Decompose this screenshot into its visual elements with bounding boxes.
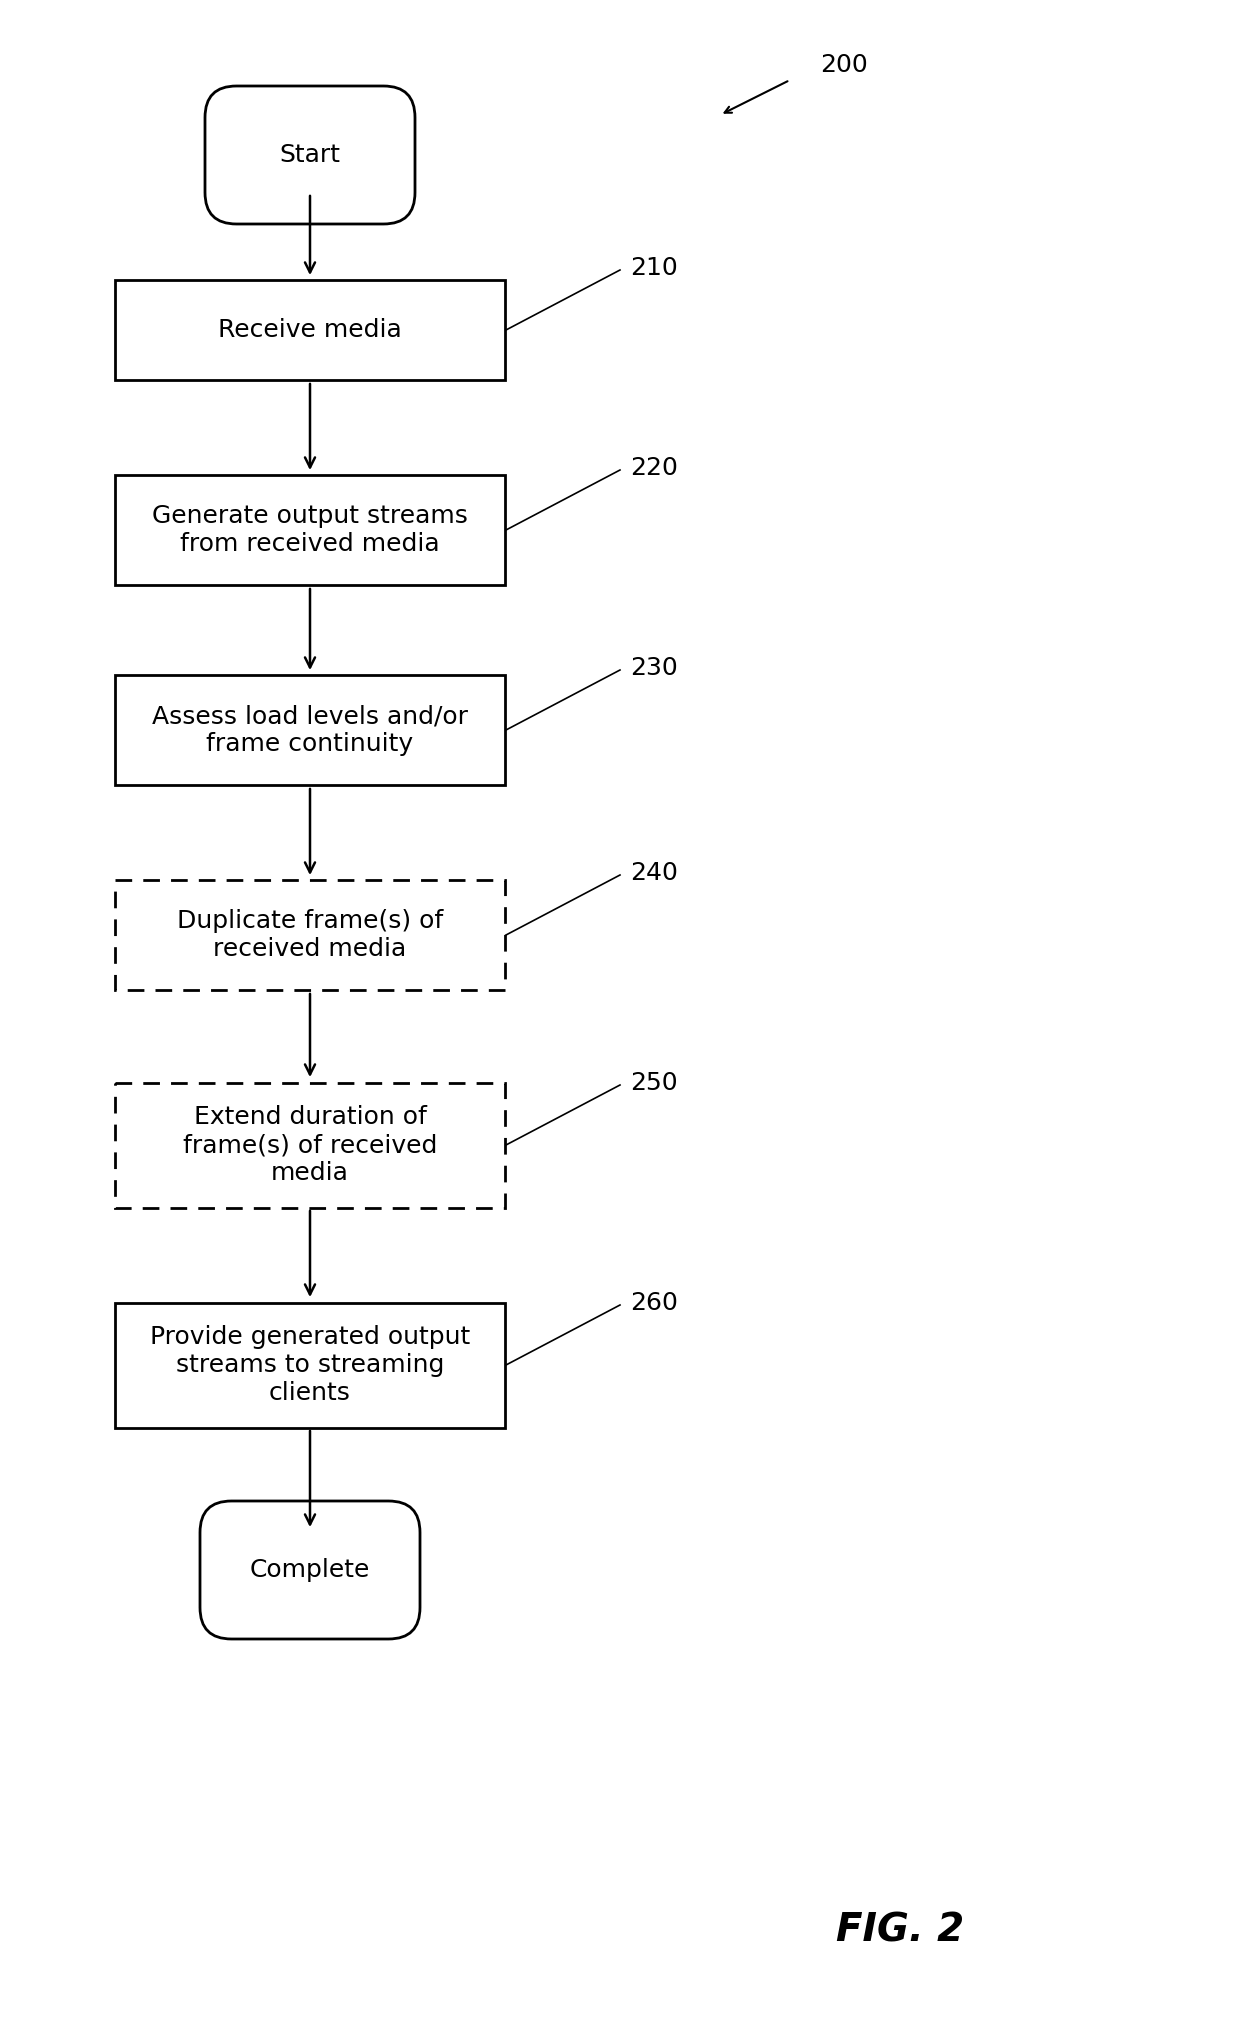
Bar [115, 279, 505, 379]
Text: 260: 260 [630, 1290, 678, 1315]
Bar [115, 675, 505, 785]
Text: 230: 230 [630, 656, 678, 681]
Text: 220: 220 [630, 457, 678, 481]
Text: 200: 200 [820, 53, 868, 77]
Bar [115, 880, 505, 990]
Bar [115, 1302, 505, 1427]
Text: Duplicate frame(s) of
received media: Duplicate frame(s) of received media [177, 909, 443, 960]
FancyBboxPatch shape [200, 1502, 420, 1639]
Text: 210: 210 [630, 257, 678, 279]
Text: Receive media: Receive media [218, 318, 402, 342]
FancyBboxPatch shape [205, 86, 415, 224]
Text: Assess load levels and/or
frame continuity: Assess load levels and/or frame continui… [153, 703, 467, 756]
Text: FIG. 2: FIG. 2 [836, 1912, 963, 1948]
Bar [115, 475, 505, 585]
Text: Provide generated output
streams to streaming
clients: Provide generated output streams to stre… [150, 1325, 470, 1404]
Text: Generate output streams
from received media: Generate output streams from received me… [153, 503, 467, 556]
Bar [115, 1082, 505, 1206]
Text: Extend duration of
frame(s) of received
media: Extend duration of frame(s) of received … [182, 1105, 438, 1184]
Text: 240: 240 [630, 860, 678, 884]
Text: Start: Start [279, 143, 341, 167]
Text: 250: 250 [630, 1072, 677, 1094]
Text: Complete: Complete [249, 1557, 371, 1581]
